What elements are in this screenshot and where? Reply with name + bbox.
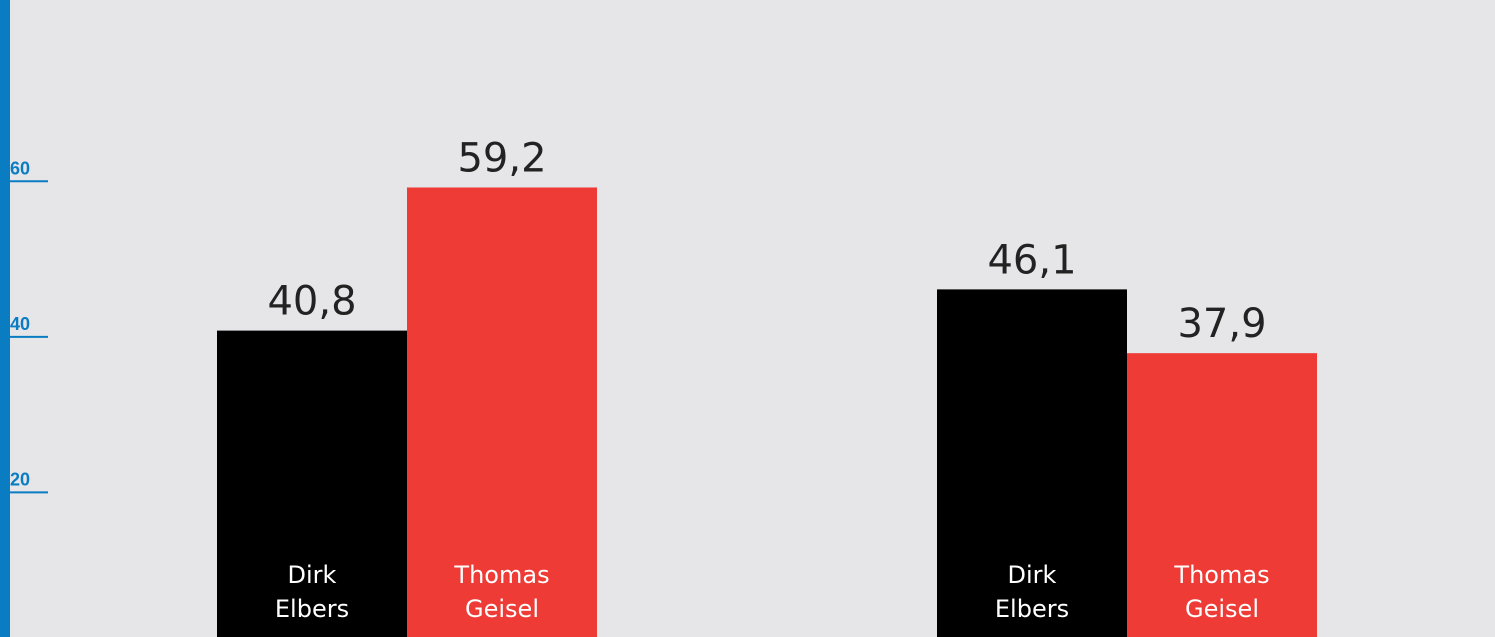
series-name: Dirk Elbers [274,561,350,623]
bar [217,330,407,637]
bar [937,289,1127,637]
value-label: 40,8 [267,279,356,325]
value-label: 37,9 [1177,301,1266,347]
value-label: 59,2 [457,135,546,181]
series-name: Thomas Geisel [454,561,550,623]
value-label: 46,1 [987,237,1076,283]
axis-strip [0,0,10,637]
y-tick-label: 60 [10,158,30,178]
bar [407,187,597,637]
series-name: Dirk Elbers [994,561,1070,623]
series-name: Thomas Geisel [1174,561,1270,623]
y-tick-label: 40 [10,314,30,334]
y-tick-label: 20 [10,469,30,489]
bar [1127,353,1317,637]
